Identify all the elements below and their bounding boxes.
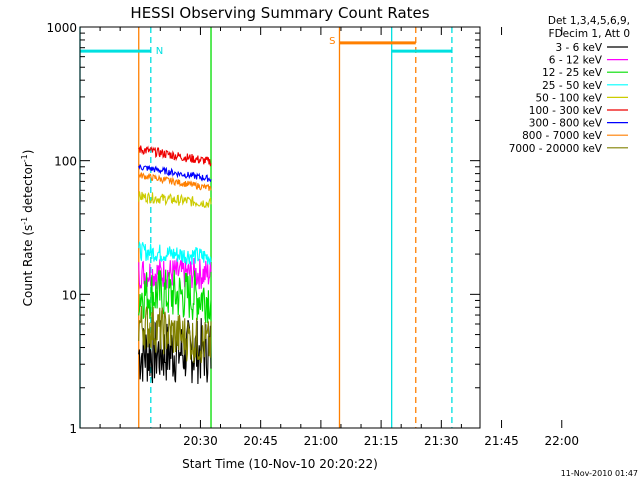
legend-entry-label: 50 - 100 keV [535,92,602,104]
x-axis-label: Start Time (10-Nov-10 20:20:22) [182,457,378,471]
series-line [138,269,212,324]
x-tick-label: 21:00 [304,434,339,448]
legend-entry-label: 100 - 300 keV [529,105,603,117]
legend-entry-label: 7000 - 20000 keV [509,143,603,155]
series-line [138,164,212,183]
legend-entry-label: 25 - 50 keV [542,80,603,92]
y-tick-label: 10 [62,288,77,302]
y-axis-label-sup2: -1 [20,154,29,162]
x-tick-label: 20:30 [183,434,218,448]
state-bar-label: S [329,36,335,47]
x-tick-label: 22:00 [544,434,579,448]
axes: 20:30 20:45 21:00 21:15 21:30 21:45 22:00 1 10 10… [46,21,579,448]
series-group [138,145,212,385]
series-line [138,318,212,385]
y-axis-label-mid: detector [21,162,35,217]
legend-entry-label: 3 - 6 keV [555,42,602,54]
series-line [138,172,212,191]
plot-frame [79,26,481,429]
chart-title: HESSI Observing Summary Count Rates [130,4,429,22]
legend-entry-label: 6 - 12 keV [549,55,603,67]
y-axis-label-sup1: -1 [20,217,29,225]
series-line [138,305,212,364]
legend-header-line1: Det 1,3,4,5,6,9, [548,15,630,27]
y-tick-label: 100 [54,155,77,169]
footer-timestamp: 11-Nov-2010 01:47 [561,469,638,478]
y-axis-label-main: Count Rate (s [21,225,35,307]
legend-header-line2: FDecim 1, Att 0 [549,28,630,40]
state-bar-label: N [156,46,163,57]
y-tick-label: 1000 [46,21,77,35]
legend-entry-label: 12 - 25 keV [542,67,603,79]
y-axis-label: Count Rate (s-1 detector-1) [20,150,35,307]
legend: Det 1,3,4,5,6,9, FDecim 1, Att 0 3 - 6 k… [509,15,630,155]
x-tick-label: 21:45 [484,434,519,448]
x-tick-label: 21:15 [364,434,399,448]
series-line [138,240,212,265]
series-line [138,145,212,167]
y-axis-label-end: ) [21,150,35,155]
state-bars: NS [80,36,452,57]
vertical-markers [79,27,453,428]
legend-entry-label: 300 - 800 keV [529,118,603,130]
y-tick-label: 1 [69,422,77,436]
x-tick-label: 21:30 [424,434,459,448]
x-tick-label: 20:45 [243,434,278,448]
legend-entry-label: 800 - 7000 keV [522,130,603,142]
series-line [138,191,212,209]
